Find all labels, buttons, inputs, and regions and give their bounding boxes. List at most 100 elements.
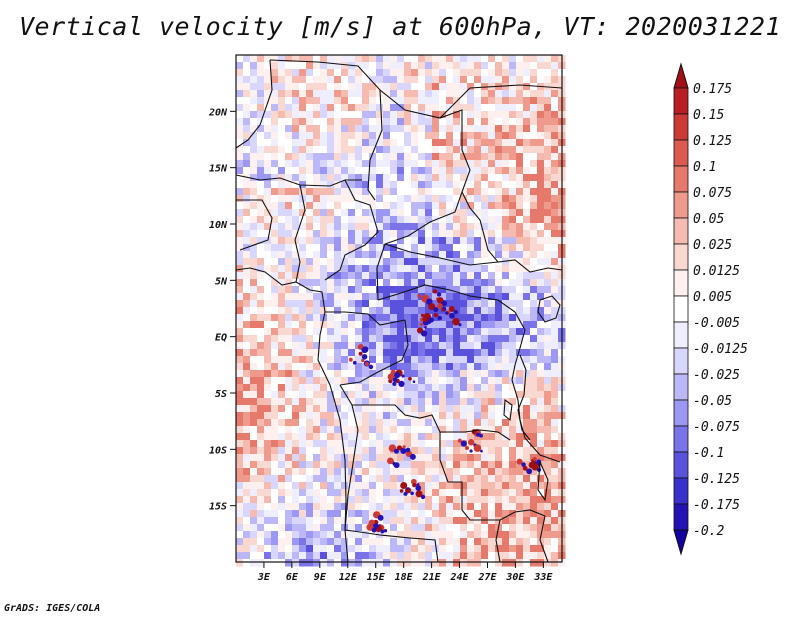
field-cell bbox=[530, 265, 538, 273]
field-cell bbox=[369, 300, 377, 308]
field-cell bbox=[236, 223, 244, 231]
field-cell bbox=[250, 552, 258, 560]
field-cell bbox=[460, 440, 467, 447]
field-cell bbox=[474, 223, 482, 231]
field-cell bbox=[285, 475, 293, 483]
field-cell bbox=[488, 195, 496, 203]
field-cell bbox=[313, 426, 321, 434]
field-cell bbox=[467, 517, 475, 525]
field-cell bbox=[390, 174, 398, 182]
field-cell bbox=[516, 90, 524, 98]
field-cell bbox=[544, 251, 552, 259]
field-cell bbox=[397, 489, 405, 497]
field-cell bbox=[306, 272, 314, 280]
field-cell bbox=[474, 230, 482, 238]
field-cell bbox=[376, 370, 384, 378]
field-cell bbox=[369, 216, 377, 224]
field-cell bbox=[488, 328, 496, 336]
field-cell bbox=[313, 209, 321, 217]
field-cell bbox=[390, 209, 398, 217]
field-cell bbox=[390, 69, 398, 77]
field-cell bbox=[278, 174, 286, 182]
field-cell bbox=[306, 524, 314, 532]
field-cell bbox=[418, 188, 426, 196]
field-cell bbox=[264, 454, 272, 462]
field-cell bbox=[369, 426, 377, 434]
field-cell bbox=[460, 538, 468, 546]
field-cell bbox=[383, 188, 391, 196]
field-cell bbox=[299, 545, 307, 553]
field-cell bbox=[460, 496, 468, 504]
field-cell bbox=[537, 412, 545, 420]
field-cell bbox=[355, 517, 363, 525]
colorbar-label: 0.05 bbox=[693, 212, 724, 227]
field-cell bbox=[257, 139, 265, 147]
field-cell bbox=[383, 370, 391, 378]
field-cell bbox=[243, 139, 251, 147]
field-cell bbox=[516, 230, 524, 238]
field-cell bbox=[397, 104, 405, 112]
field-cell bbox=[537, 279, 545, 287]
field-cell bbox=[306, 559, 314, 567]
field-cell bbox=[467, 405, 475, 413]
field-cell bbox=[306, 503, 314, 511]
field-cell bbox=[516, 559, 524, 567]
field-cell bbox=[278, 377, 286, 385]
field-cell bbox=[348, 125, 356, 133]
field-cell bbox=[502, 328, 510, 336]
field-cell bbox=[390, 265, 398, 273]
field-cell bbox=[362, 496, 370, 504]
field-cell bbox=[383, 496, 391, 504]
field-cell bbox=[369, 412, 377, 420]
field-cell bbox=[390, 83, 398, 91]
field-cell bbox=[334, 447, 342, 455]
field-cell bbox=[243, 335, 251, 343]
field-cell bbox=[460, 118, 468, 126]
field-cell bbox=[334, 328, 342, 336]
field-cell bbox=[418, 538, 426, 546]
field-cell bbox=[264, 195, 272, 203]
field-cell bbox=[481, 125, 489, 133]
field-cell bbox=[236, 524, 244, 532]
field-cell bbox=[411, 419, 419, 427]
field-cell bbox=[445, 311, 449, 315]
field-cell bbox=[362, 153, 370, 161]
field-cell bbox=[327, 188, 335, 196]
field-cell bbox=[523, 419, 531, 427]
field-cell bbox=[425, 174, 433, 182]
field-cell bbox=[446, 244, 454, 252]
field-cell bbox=[306, 419, 314, 427]
field-cell bbox=[404, 398, 412, 406]
field-cell bbox=[320, 377, 328, 385]
field-cell bbox=[292, 468, 300, 476]
field-cell bbox=[495, 377, 503, 385]
field-cell bbox=[285, 146, 293, 154]
field-cell bbox=[264, 258, 272, 266]
field-cell bbox=[257, 97, 265, 105]
field-cell bbox=[418, 118, 426, 126]
field-cell bbox=[509, 167, 517, 175]
field-cell bbox=[488, 440, 496, 448]
field-cell bbox=[361, 358, 365, 363]
border-line bbox=[235, 59, 273, 149]
field-cell bbox=[383, 153, 391, 161]
field-cell bbox=[313, 62, 321, 70]
field-cell bbox=[313, 419, 321, 427]
field-cell bbox=[278, 552, 286, 560]
field-cell bbox=[400, 481, 408, 489]
field-cell bbox=[313, 286, 321, 294]
field-cell bbox=[488, 391, 496, 399]
field-cell bbox=[327, 307, 335, 315]
field-cell bbox=[453, 181, 461, 189]
field-cell bbox=[460, 272, 468, 280]
field-cell bbox=[376, 552, 384, 560]
field-cell bbox=[474, 286, 482, 294]
field-cell bbox=[432, 377, 440, 385]
field-cell bbox=[362, 398, 370, 406]
field-cell bbox=[516, 468, 524, 476]
field-cell bbox=[544, 447, 552, 455]
field-cell bbox=[362, 314, 370, 322]
field-cell bbox=[502, 174, 510, 182]
field-cell bbox=[383, 482, 391, 490]
field-cell bbox=[313, 370, 321, 378]
